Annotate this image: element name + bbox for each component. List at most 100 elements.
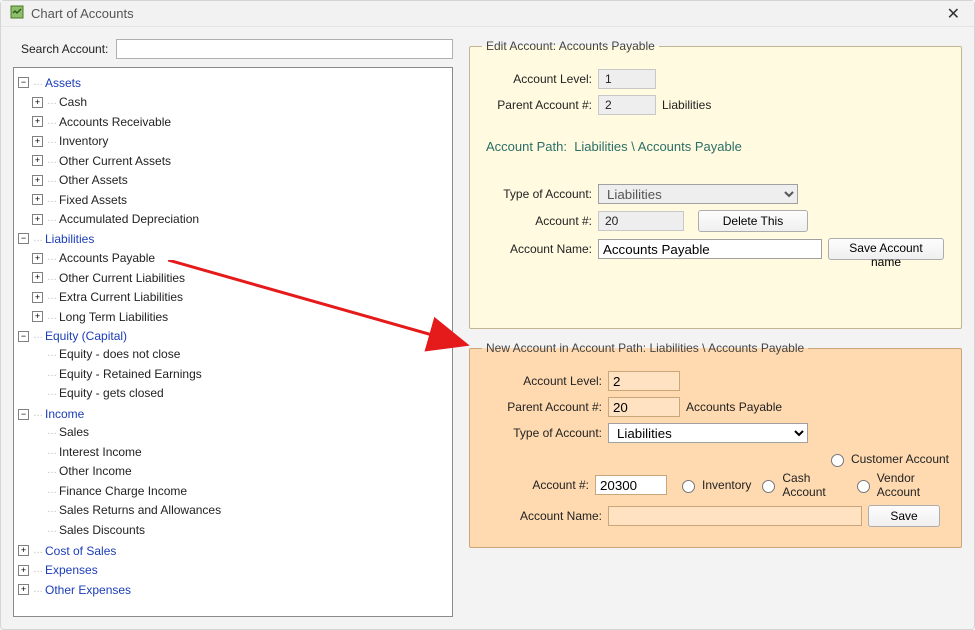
tree-node[interactable]: …Finance Charge Income xyxy=(32,482,187,500)
new-account-name-input[interactable] xyxy=(608,506,862,526)
tree-node-label: Other Current Liabilities xyxy=(59,269,185,287)
right-column: Edit Account: Accounts Payable Account L… xyxy=(469,39,962,617)
expand-icon[interactable]: + xyxy=(32,136,43,147)
tree-node[interactable]: …Equity - Retained Earnings xyxy=(32,365,202,383)
tree-node[interactable]: …Equity - does not close xyxy=(32,345,180,363)
app-icon xyxy=(9,4,25,23)
radio-vendor-account-label: Vendor Account xyxy=(877,471,949,499)
tree-node-label: Long Term Liabilities xyxy=(59,308,168,326)
radio-vendor-account[interactable]: Vendor Account xyxy=(852,471,949,499)
collapse-icon[interactable]: − xyxy=(18,233,29,244)
tree-node[interactable]: −…Income xyxy=(18,405,84,423)
tree-node[interactable]: +…Other Expenses xyxy=(18,581,131,599)
tree-connector: … xyxy=(47,152,57,170)
tree-connector: … xyxy=(47,93,57,111)
tree-node[interactable]: −…Liabilities xyxy=(18,230,94,248)
radio-customer-account[interactable]: Customer Account xyxy=(826,451,949,467)
tree-node-label: Accounts Receivable xyxy=(59,113,171,131)
tree-node[interactable]: +…Cost of Sales xyxy=(18,542,116,560)
expand-icon[interactable]: + xyxy=(32,194,43,205)
tree-node-label: Equity - does not close xyxy=(59,345,180,363)
expand-icon[interactable]: + xyxy=(32,155,43,166)
expand-icon[interactable]: + xyxy=(32,272,43,283)
radio-cash-account[interactable]: Cash Account xyxy=(757,471,845,499)
tree-node[interactable]: +…Cash xyxy=(32,93,87,111)
tree-connector: … xyxy=(47,443,57,461)
tree-node[interactable]: +…Other Assets xyxy=(32,171,128,189)
radio-inventory[interactable]: Inventory xyxy=(677,477,751,493)
collapse-icon[interactable]: − xyxy=(18,77,29,88)
tree-connector: … xyxy=(47,269,57,287)
expand-icon[interactable]: + xyxy=(32,97,43,108)
tree-connector: … xyxy=(33,74,43,92)
new-parent-account-num-input[interactable] xyxy=(608,397,680,417)
account-tree[interactable]: −…Assets+…Cash+…Accounts Receivable+…Inv… xyxy=(16,72,448,599)
tree-node[interactable]: +…Expenses xyxy=(18,561,98,579)
edit-legend-prefix: Edit Account: xyxy=(486,39,559,53)
tree-node[interactable]: + …Other Current Liabilities xyxy=(32,269,185,287)
account-path-link[interactable]: Liabilities \ Accounts Payable xyxy=(574,139,742,154)
account-path-label: Account Path: xyxy=(486,139,567,154)
tree-node[interactable]: …Equity - gets closed xyxy=(32,384,164,402)
new-account-level-input[interactable] xyxy=(608,371,680,391)
tree-connector: … xyxy=(33,561,43,579)
close-icon[interactable]: ✕ xyxy=(941,4,966,24)
tree-node[interactable]: …Other Income xyxy=(32,462,132,480)
tree-node[interactable]: +…Other Current Assets xyxy=(32,152,171,170)
type-of-account-select[interactable]: Liabilities xyxy=(598,184,798,204)
titlebar: Chart of Accounts ✕ xyxy=(1,1,974,27)
expand-icon[interactable]: + xyxy=(18,545,29,556)
collapse-icon[interactable]: − xyxy=(18,409,29,420)
toggle-spacer xyxy=(32,427,43,438)
search-label: Search Account: xyxy=(21,42,108,56)
tree-node[interactable]: …Sales Returns and Allowances xyxy=(32,501,221,519)
tree-connector: … xyxy=(47,171,57,189)
tree-node[interactable]: + …Accumulated Depreciation xyxy=(32,210,199,228)
tree-node[interactable]: …Sales Discounts xyxy=(32,521,145,539)
new-type-of-account-label: Type of Account: xyxy=(482,426,602,440)
tree-node[interactable]: …Sales xyxy=(32,423,89,441)
tree-node[interactable]: +…Long Term Liabilities xyxy=(32,308,168,326)
expand-icon[interactable]: + xyxy=(32,214,43,225)
tree-node-label: Other Income xyxy=(59,462,132,480)
collapse-icon[interactable]: − xyxy=(18,331,29,342)
tree-connector: … xyxy=(47,482,57,500)
expand-icon[interactable]: + xyxy=(18,584,29,595)
tree-node-label: Sales Discounts xyxy=(59,521,145,539)
expand-icon[interactable]: + xyxy=(32,175,43,186)
tree-connector: … xyxy=(47,132,57,150)
type-of-account-label: Type of Account: xyxy=(482,187,592,201)
tree-node-label: Liabilities xyxy=(45,230,94,248)
account-name-input[interactable] xyxy=(598,239,822,259)
search-input[interactable] xyxy=(116,39,453,59)
delete-this-button[interactable]: Delete This xyxy=(698,210,808,232)
tree-connector: … xyxy=(47,423,57,441)
tree-connector: … xyxy=(47,210,57,228)
save-button[interactable]: Save xyxy=(868,505,940,527)
tree-node[interactable]: −…Assets xyxy=(18,74,81,92)
tree-node-label: Equity - gets closed xyxy=(59,384,164,402)
new-parent-account-name: Accounts Payable xyxy=(686,400,782,414)
save-account-name-button[interactable]: Save Account name xyxy=(828,238,944,260)
tree-connector: … xyxy=(33,230,43,248)
tree-node-label: Accumulated Depreciation xyxy=(59,210,199,228)
tree-node-label: Inventory xyxy=(59,132,108,150)
tree-node[interactable]: +…Accounts Payable xyxy=(32,249,155,267)
new-account-num-input[interactable] xyxy=(595,475,667,495)
tree-node-label: Fixed Assets xyxy=(59,191,127,209)
tree-node[interactable]: +…Extra Current Liabilities xyxy=(32,288,183,306)
tree-node[interactable]: −…Equity (Capital) xyxy=(18,327,127,345)
expand-icon[interactable]: + xyxy=(18,565,29,576)
tree-connector: … xyxy=(47,501,57,519)
tree-node-label: Finance Charge Income xyxy=(59,482,187,500)
account-path: Account Path: Liabilities \ Accounts Pay… xyxy=(486,139,949,154)
tree-node[interactable]: +…Fixed Assets xyxy=(32,191,127,209)
tree-node[interactable]: +…Accounts Receivable xyxy=(32,113,171,131)
expand-icon[interactable]: + xyxy=(32,253,43,264)
expand-icon[interactable]: + xyxy=(32,311,43,322)
tree-node[interactable]: + …Inventory xyxy=(32,132,108,150)
expand-icon[interactable]: + xyxy=(32,116,43,127)
tree-node[interactable]: …Interest Income xyxy=(32,443,142,461)
expand-icon[interactable]: + xyxy=(32,292,43,303)
new-type-of-account-select[interactable]: Liabilities xyxy=(608,423,808,443)
